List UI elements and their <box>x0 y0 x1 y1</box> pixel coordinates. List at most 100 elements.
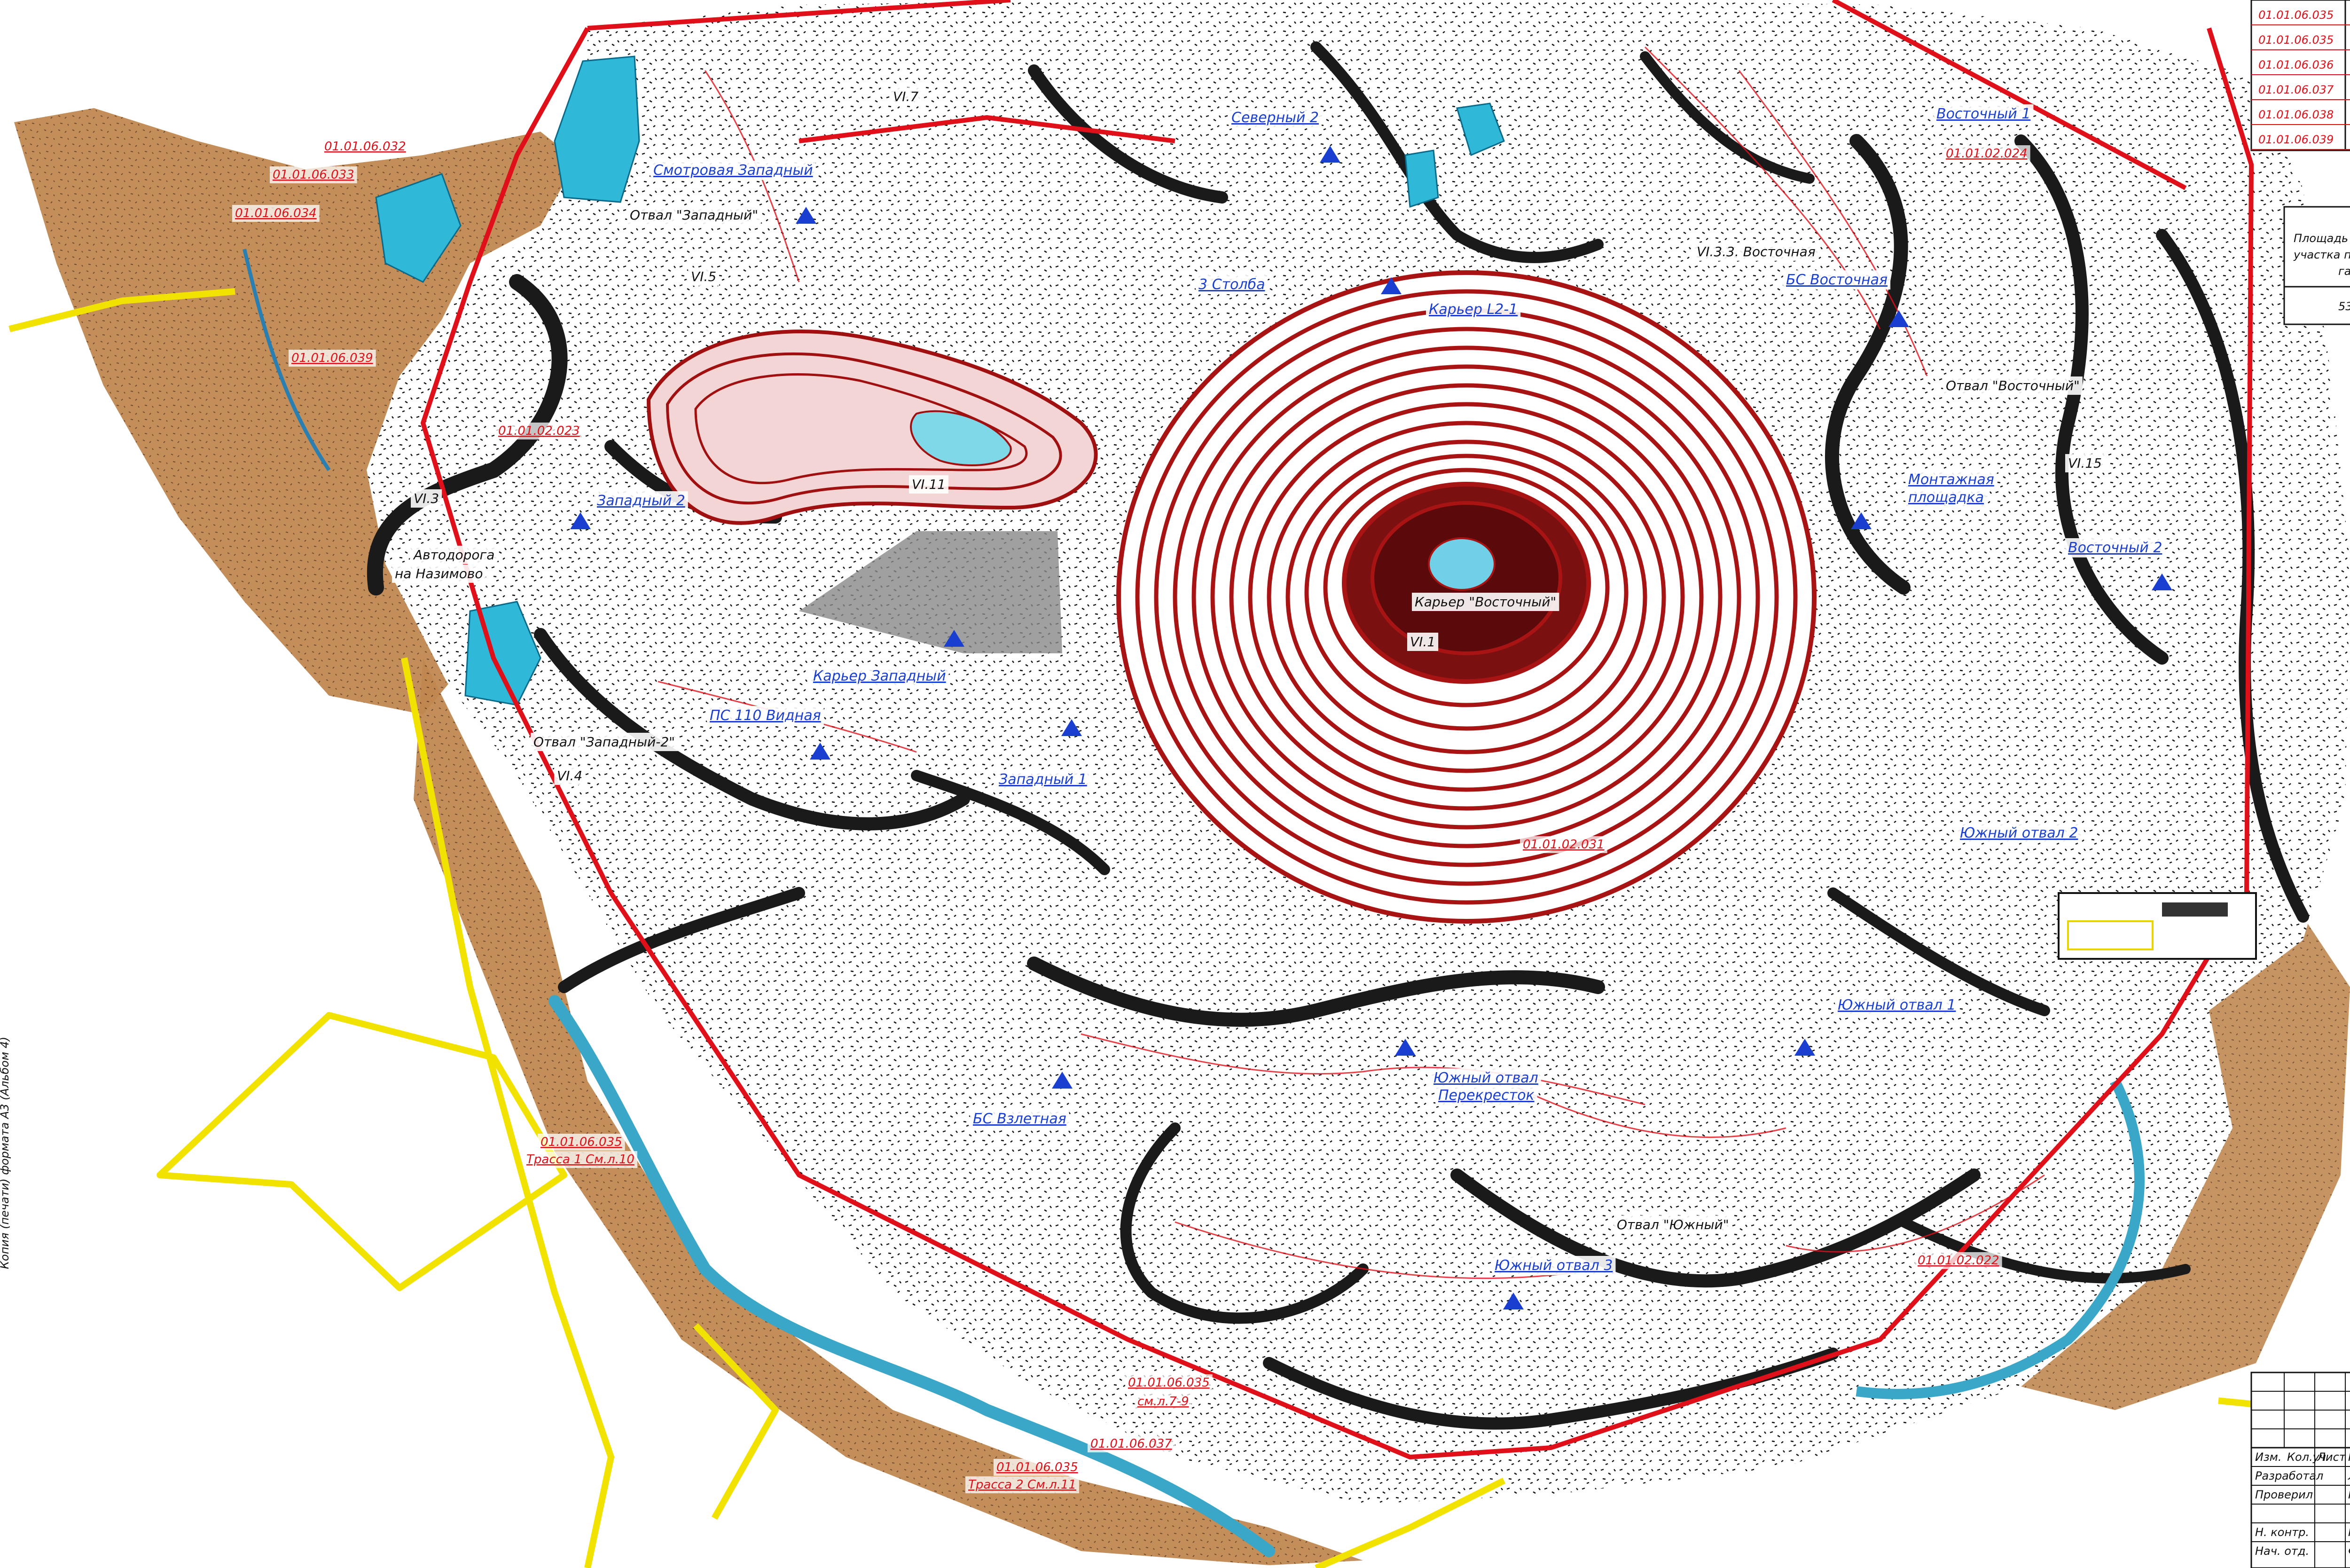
black-label-avtodoroga2: на Назимово <box>395 566 483 581</box>
blue-triangle-markers <box>570 146 2172 1309</box>
blue-label-yuzhny_otval3: Южный отвал 3 <box>1495 1257 1613 1274</box>
blue-label-vostochny2: Восточный 2 <box>2068 540 2162 556</box>
title-block-name: Грицко <box>2348 1488 2350 1501</box>
legend-row-code: 01.01.06.035 <box>2258 33 2334 47</box>
blue-label-stolby3: 3 Столба <box>1198 276 1265 293</box>
blue-label-bg-zapadny1 <box>996 770 1090 789</box>
red-label-bg-r035a2 <box>524 1151 637 1168</box>
red-label-r032: 01.01.06.032 <box>324 140 406 154</box>
blue-label-bg-stolby3 <box>1196 275 1268 294</box>
red-label-r033: 01.01.06.033 <box>273 168 354 182</box>
black-label-otval_zap: Отвал "Западный" <box>630 207 758 223</box>
black-label-bg-otval_zap2 <box>531 733 678 751</box>
blue-label-yuzhny_perekrestok2: Перекресток <box>1438 1087 1535 1104</box>
boundary-red-lines <box>421 0 2254 1459</box>
blue-label-zapadny2: Западный 2 <box>597 493 685 509</box>
black-label-vl7: VI.7 <box>893 89 918 104</box>
black-label-vl_vost: VI.3.3. Восточная <box>1697 244 1816 259</box>
title-block-name: Кузьмина <box>2348 1526 2350 1539</box>
stream-east <box>1856 1079 2145 1399</box>
blue-label-yuzhny_otval2: Южный отвал 2 <box>1960 825 2078 841</box>
black-label-bg-vl3 <box>411 489 442 508</box>
red-label-bg-r035b <box>994 1459 1081 1476</box>
title-block-role: Проверил <box>2255 1488 2313 1501</box>
black-label-bg-vl7 <box>890 87 922 106</box>
blue-label-ps110: ПС 110 Видная <box>710 707 821 724</box>
blue-location-labels: Смотровая Западный Северный 2 Восточный 1 3… <box>594 104 2165 1275</box>
black-label-bg-avtodoroga1 <box>410 546 498 564</box>
red-label-bg-r033 <box>270 166 357 183</box>
red-label-bg-r034 <box>232 205 320 222</box>
title-block-name: Лебеденко <box>2348 1469 2350 1482</box>
blue-label-severny2: Северный 2 <box>1231 110 1319 126</box>
western-pit <box>646 329 1098 525</box>
black-label-vl4: VI.4 <box>557 768 582 784</box>
black-label-vl15: VI.15 <box>2068 455 2102 471</box>
red-label-bg-r039 <box>289 350 376 367</box>
black-label-bg-vl4 <box>554 767 586 785</box>
black-label-otval_vost: Отвал "Восточный" <box>1946 378 2080 393</box>
facility-structure <box>2058 892 2257 960</box>
black-label-bg-vl5 <box>688 267 720 286</box>
blue-label-bg-yuzhny_perekrestok2 <box>1435 1086 1537 1105</box>
legend-table: 01.01.06.035"Южный"01.01.06.035Водоотвод… <box>2250 0 2350 151</box>
soil-zone-southwest <box>414 658 1363 1565</box>
blue-label-bg-zapadny2 <box>594 491 688 510</box>
red-label-r035a: 01.01.06.035 <box>540 1135 622 1149</box>
black-label-bg-vl15 <box>2065 454 2105 472</box>
blue-label-bg-montazh2 <box>1905 488 1987 507</box>
blue-label-bg-yuzhny_perekrestok1 <box>1431 1068 1541 1088</box>
red-label-r024: 01.01.02.024 <box>1946 147 2028 161</box>
legend-row-code: 01.01.06.038 <box>2258 108 2334 121</box>
black-label-bg-vl1 <box>1407 633 1439 651</box>
legend-row-code: 01.01.06.036 <box>2258 58 2334 71</box>
title-block-header-cell: Кол.уч <box>2287 1450 2326 1464</box>
red-label-r031: 01.01.02.031 <box>1523 838 1605 852</box>
red-label-r035a2: Трасса 1 См.л.10 <box>526 1152 634 1167</box>
red-label-bg-r035b2 <box>965 1476 1079 1493</box>
title-block-role: Н. контр. <box>2255 1526 2309 1539</box>
title-block-header-cell: Изм. <box>2255 1450 2281 1464</box>
black-label-vl3: VI.3 <box>414 491 439 506</box>
red-label-bg-r024 <box>1943 145 2030 162</box>
red-label-bg-r031 <box>1520 836 1607 853</box>
blue-label-zapadny1: Западный 1 <box>999 771 1087 788</box>
area-box-header-1: Площадь земельно <box>2294 232 2350 245</box>
blue-label-smotrovaya: Смотровая Западный <box>653 162 813 179</box>
black-label-vl1: VI.1 <box>1410 634 1435 650</box>
black-label-bg-otval_yuzh <box>1614 1215 1732 1234</box>
red-label-r035c2: см.л.7-9 <box>1137 1395 1189 1409</box>
black-label-bg-otval_zap <box>627 206 761 224</box>
red-label-bg-r035c2 <box>1135 1393 1192 1410</box>
area-box: Площадь земельно участка под вирус га 53… <box>2283 206 2350 325</box>
blue-label-bg-bs_vostochnaya <box>1783 270 1891 290</box>
red-label-bg-r022 <box>1915 1252 2002 1269</box>
black-label-bg-otval_vost <box>1943 376 2083 395</box>
blue-label-bg-yuzhny_otval1 <box>1835 996 1959 1015</box>
area-box-header-3: га <box>2338 265 2350 278</box>
black-label-vl5: VI.5 <box>691 269 716 284</box>
black-feature-labels: VI.7 Отвал "Западный" VI.5 VI.3 Автодорога на… <box>392 87 2105 1234</box>
blue-label-bg-vostochny2 <box>2065 538 2165 557</box>
water-bodies <box>375 55 1505 706</box>
title-block-header-cell: N док <box>2348 1450 2350 1464</box>
red-label-r035b2: Трасса 2 См.л.11 <box>968 1478 1076 1492</box>
title-block: Изм. Кол.учЛистN док Разработал Лебеденко Пр… <box>2250 1372 2350 1568</box>
blue-label-bg-karer_l2 <box>1426 300 1521 319</box>
blue-label-karer_l2: Карьер L2-1 <box>1429 301 1518 318</box>
blue-label-montazh2: площадка <box>1908 489 1984 506</box>
title-block-name: Фадеев <box>2348 1544 2350 1558</box>
blue-label-bg-yuzhny_otval2 <box>1957 823 2081 843</box>
red-label-bg-r032 <box>321 138 409 155</box>
red-label-bg-r035c <box>1125 1374 1213 1391</box>
title-block-role: Разработал <box>2255 1469 2323 1482</box>
blue-label-bg-severny2 <box>1229 108 1322 127</box>
soil-zone-west <box>14 108 611 714</box>
red-label-r022: 01.01.02.022 <box>1918 1254 1999 1268</box>
black-label-karer_vost: Карьер "Восточный" <box>1415 594 1556 610</box>
blue-label-yuzhny_otval1: Южный отвал 1 <box>1838 997 1956 1013</box>
red-label-r035b: 01.01.06.035 <box>996 1460 1078 1474</box>
blue-label-bg-yuzhny_otval3 <box>1492 1256 1616 1275</box>
yellow-roads <box>8 288 2350 1568</box>
river <box>548 995 1275 1557</box>
